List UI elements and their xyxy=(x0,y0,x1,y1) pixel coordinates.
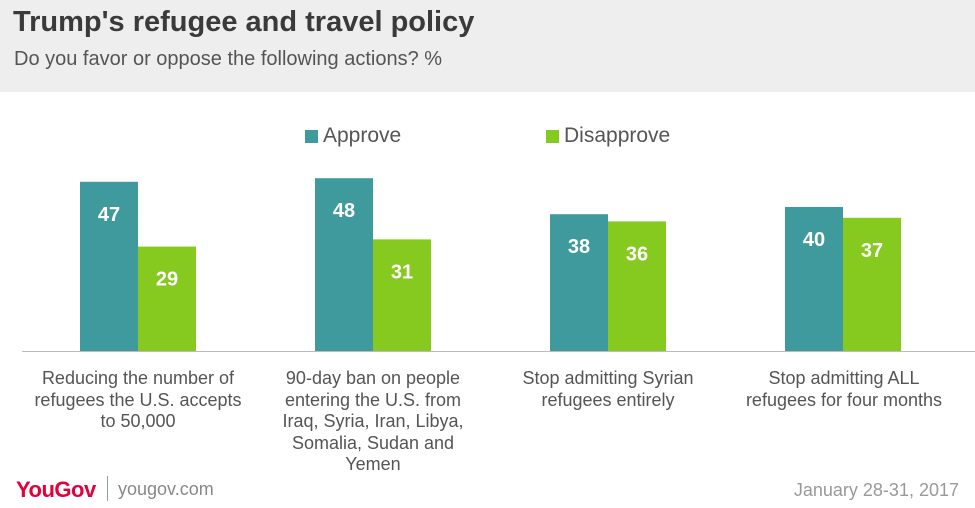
chart-title: Trump's refugee and travel policy xyxy=(13,6,475,38)
header-band: Trump's refugee and travel policy Do you… xyxy=(0,0,975,92)
legend-item-approve: Approve xyxy=(305,124,401,148)
category-label-1: Reducing the number of refugees the U.S.… xyxy=(34,368,242,431)
category-label-4: Stop admitting ALL refugees for four mon… xyxy=(745,368,943,410)
bar-disapprove-3 xyxy=(608,221,666,351)
data-label-disapprove-4: 37 xyxy=(861,240,883,262)
bar-approve-2 xyxy=(315,178,373,351)
bar-approve-1 xyxy=(80,181,138,351)
bar-approve-4 xyxy=(785,207,843,351)
chart-subtitle: Do you favor or oppose the following act… xyxy=(14,48,443,70)
legend-swatch-approve xyxy=(305,129,318,143)
legend-label-disapprove: Disapprove xyxy=(564,124,671,147)
bar-approve-3 xyxy=(550,214,608,351)
bar-disapprove-4 xyxy=(843,217,901,351)
bar-disapprove-2 xyxy=(373,239,431,351)
footer-date: January 28-31, 2017 xyxy=(793,480,959,500)
footer-site: yougov.com xyxy=(118,479,214,499)
data-label-approve-1: 47 xyxy=(98,204,120,226)
data-label-disapprove-3: 36 xyxy=(626,243,648,265)
data-label-disapprove-1: 29 xyxy=(156,269,178,291)
category-label-2: 90-day ban on people entering the U.S. f… xyxy=(282,368,464,474)
legend-label-approve: Approve xyxy=(323,124,402,147)
data-label-approve-3: 38 xyxy=(568,236,590,258)
category-label-3: Stop admitting Syrian refugees entirely xyxy=(522,368,694,410)
footer-divider xyxy=(107,476,108,501)
bar-disapprove-1 xyxy=(138,246,196,351)
legend-swatch-disapprove xyxy=(546,129,559,143)
data-label-approve-2: 48 xyxy=(333,200,355,222)
legend-item-disapprove: Disapprove xyxy=(546,124,670,148)
data-label-approve-4: 40 xyxy=(803,229,825,251)
data-label-disapprove-2: 31 xyxy=(391,261,413,283)
yougov-logo: YouGov xyxy=(16,477,96,502)
